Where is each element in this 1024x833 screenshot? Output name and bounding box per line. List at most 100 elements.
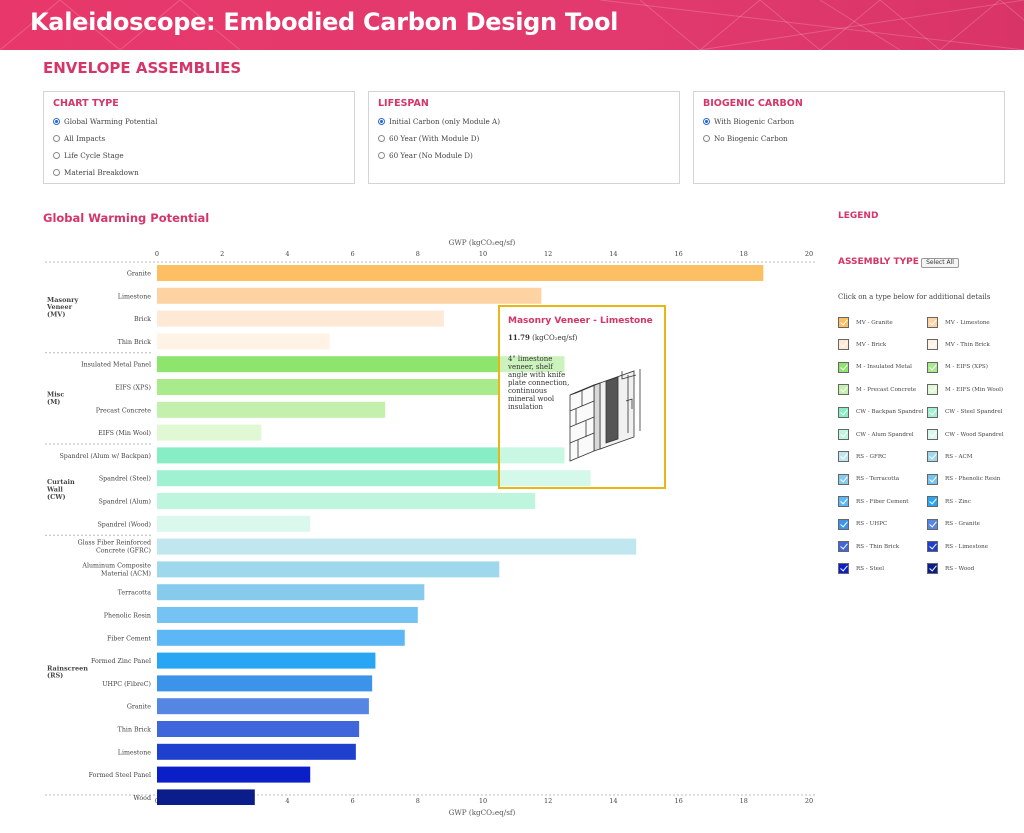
legend-item[interactable]: RS - GFRC — [838, 451, 887, 463]
legend-checkbox[interactable] — [838, 563, 849, 575]
legend-item[interactable]: RS - Zinc — [927, 496, 971, 508]
select-all-button[interactable]: Select All — [921, 258, 959, 268]
radio-button[interactable] — [53, 135, 60, 142]
legend-item[interactable]: M - Precast Concrete — [838, 384, 916, 396]
legend-item[interactable]: RS - Limestone — [927, 541, 988, 552]
legend-item[interactable]: CW - Backpan Spandrel — [838, 406, 923, 418]
chart-type-title: CHART TYPE — [53, 98, 119, 109]
x-tick-label-top: 6 — [351, 250, 355, 258]
legend-item[interactable]: MV - Thin Brick — [927, 339, 990, 351]
legend-checkbox[interactable] — [927, 429, 938, 440]
tooltip-value-unit: (kgCO₂eq/sf) — [532, 334, 578, 342]
legend-item[interactable]: RS - Terracotta — [838, 473, 899, 485]
bar-label: Fiber Cement — [107, 635, 151, 642]
legend-checkbox[interactable] — [838, 541, 849, 552]
legend-item[interactable]: M - EIFS (XPS) — [927, 361, 988, 373]
legend-item[interactable]: RS - Wood — [927, 563, 974, 575]
legend-label: RS - Zinc — [945, 498, 971, 505]
legend-checkbox[interactable] — [927, 406, 938, 418]
legend-label: RS - GFRC — [856, 453, 887, 460]
chart-title: Global Warming Potential — [43, 211, 210, 225]
legend-label: MV - Thin Brick — [945, 341, 990, 348]
legend-checkbox[interactable] — [927, 384, 938, 396]
legend-checkbox[interactable] — [927, 361, 938, 373]
legend-item[interactable]: CW - Wood Spandrel — [927, 429, 1004, 440]
radio-button[interactable] — [53, 118, 60, 125]
radio-material-breakdown[interactable]: Material Breakdown — [53, 168, 139, 177]
bar-label: Limestone — [118, 293, 152, 300]
legend-checkbox[interactable] — [838, 339, 849, 351]
legend-item[interactable]: M - EIFS (Min Wool) — [927, 384, 1003, 396]
legend-item[interactable]: RS - Steel — [838, 563, 884, 575]
legend-checkbox[interactable] — [927, 451, 938, 463]
legend-item[interactable]: RS - Granite — [927, 518, 980, 530]
group-label: (M) — [47, 398, 60, 406]
tooltip-value-number: 11.79 — [508, 333, 530, 342]
radio-life-cycle-stage[interactable]: Life Cycle Stage — [53, 151, 124, 160]
x-tick-label-bottom: 6 — [351, 797, 355, 805]
legend-item[interactable]: RS - UHPC — [838, 518, 887, 530]
legend-checkbox[interactable] — [927, 518, 938, 530]
bar-label: Concrete (GFRC) — [96, 548, 151, 555]
radio-60-year-with-module-d[interactable]: 60 Year (With Module D) — [378, 134, 479, 143]
radio-button[interactable] — [378, 152, 385, 159]
legend-checkbox[interactable] — [927, 473, 938, 485]
radio-no-biogenic[interactable]: No Biogenic Carbon — [703, 134, 788, 143]
radio-button[interactable] — [703, 118, 710, 125]
legend-item[interactable]: MV - Brick — [838, 339, 886, 351]
bar — [157, 310, 444, 327]
radio-60-year-no-module-d[interactable]: 60 Year (No Module D) — [378, 151, 473, 160]
tooltip-value: 11.79 (kgCO₂eq/sf) — [508, 333, 577, 342]
legend-checkbox[interactable] — [927, 563, 938, 575]
radio-label: No Biogenic Carbon — [714, 134, 788, 143]
radio-button[interactable] — [703, 135, 710, 142]
bar-label: Terracotta — [118, 590, 152, 597]
legend-checkbox[interactable] — [838, 518, 849, 530]
legend-item[interactable]: CW - Steel Spandrel — [927, 406, 1002, 418]
legend-item[interactable]: RS - ACM — [927, 451, 973, 463]
bar — [157, 424, 262, 441]
radio-initial-carbon[interactable]: Initial Carbon (only Module A) — [378, 117, 500, 126]
legend-item[interactable]: RS - Thin Brick — [838, 541, 899, 552]
legend-checkbox[interactable] — [927, 317, 938, 328]
bar-label: UHPC (FibreC) — [102, 681, 151, 688]
legend-checkbox[interactable] — [838, 317, 849, 328]
bar — [157, 789, 255, 805]
chart-type-panel: CHART TYPE Global Warming Potential All … — [43, 91, 355, 184]
legend-checkbox[interactable] — [838, 473, 849, 485]
bar — [157, 629, 405, 646]
bar — [157, 743, 356, 760]
legend-checkbox[interactable] — [838, 429, 849, 440]
legend-item[interactable]: RS - Phenolic Resin — [927, 473, 1000, 485]
legend-item[interactable]: RS - Fiber Cement — [838, 496, 909, 508]
group-label: Wall — [46, 486, 63, 494]
legend-checkbox[interactable] — [838, 451, 849, 463]
radio-button[interactable] — [53, 152, 60, 159]
bar — [157, 287, 542, 304]
legend-checkbox[interactable] — [838, 406, 849, 418]
radio-global-warming-potential[interactable]: Global Warming Potential — [53, 117, 157, 126]
legend-item[interactable]: CW - Alum Spandrel — [838, 429, 914, 440]
legend-checkbox[interactable] — [927, 339, 938, 351]
bar-label: Precast Concrete — [96, 407, 151, 414]
legend-checkbox[interactable] — [838, 361, 849, 373]
legend-label: M - EIFS (XPS) — [945, 364, 988, 371]
legend-checkbox[interactable] — [927, 541, 938, 552]
radio-with-biogenic[interactable]: With Biogenic Carbon — [703, 117, 794, 126]
tooltip-title: Masonry Veneer - Limestone — [508, 316, 653, 326]
legend-checkbox[interactable] — [838, 496, 849, 508]
legend-item[interactable]: MV - Granite — [838, 317, 893, 328]
legend-checkbox[interactable] — [927, 496, 938, 508]
legend-item[interactable]: MV - Limestone — [927, 317, 990, 328]
radio-label: Initial Carbon (only Module A) — [389, 117, 501, 126]
radio-button[interactable] — [53, 169, 60, 176]
lifespan-panel: LIFESPAN Initial Carbon (only Module A) … — [368, 91, 680, 184]
bar-label: Wood — [133, 795, 151, 802]
radio-all-impacts[interactable]: All Impacts — [53, 134, 105, 143]
legend-checkbox[interactable] — [838, 384, 849, 396]
app-header: Kaleidoscope: Embodied Carbon Design Too… — [0, 0, 1024, 50]
radio-label: Material Breakdown — [64, 168, 139, 177]
legend-item[interactable]: M - Insulated Metal — [838, 361, 912, 373]
radio-button[interactable] — [378, 135, 385, 142]
radio-button[interactable] — [378, 118, 385, 125]
